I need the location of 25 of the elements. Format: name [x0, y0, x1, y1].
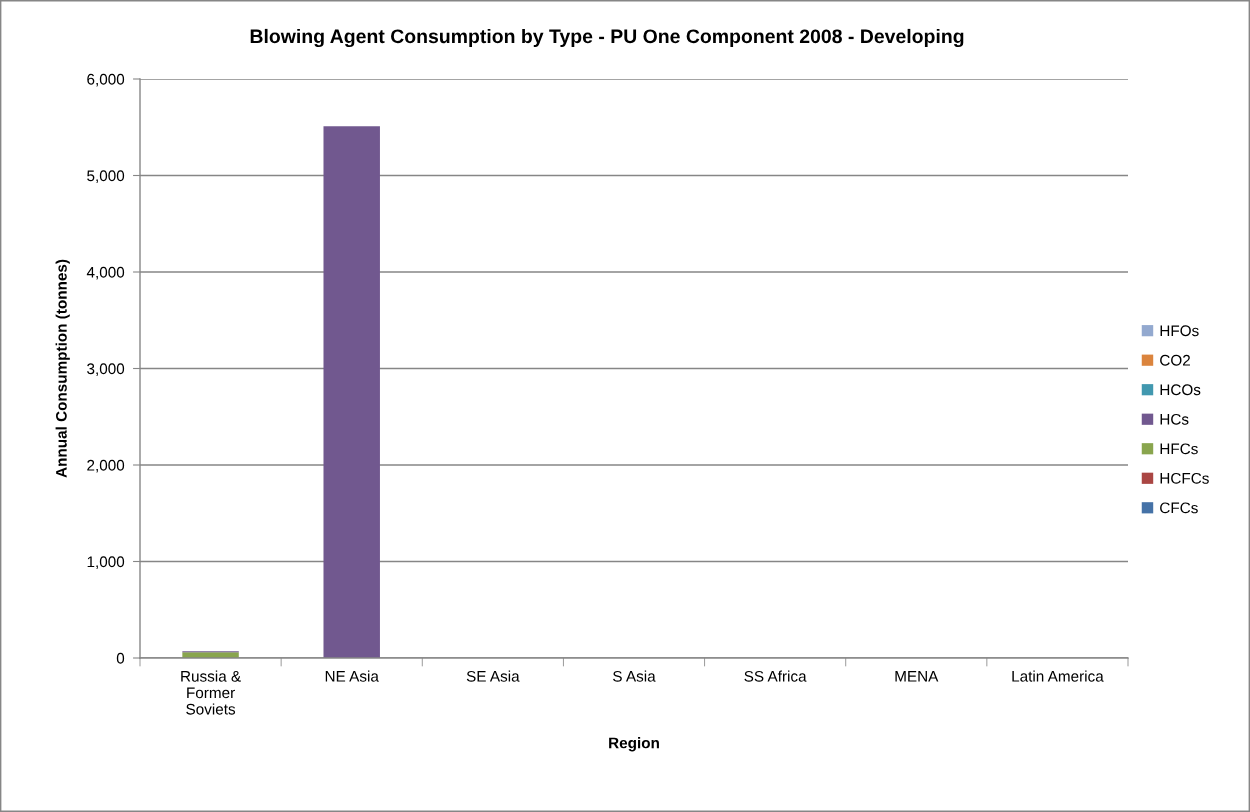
y-axis-title: Annual Consumption (tonnes) — [55, 259, 70, 478]
y-tick-label: 1,000 — [87, 556, 125, 569]
x-tick-label: NE Asia — [325, 670, 379, 682]
x-tick-label: Russia & Former Soviets — [181, 670, 241, 715]
legend-label: HCOs — [1160, 384, 1201, 396]
x-tick-label: SE Asia — [466, 670, 520, 682]
y-tick-label: 3,000 — [87, 363, 125, 376]
legend-label: HFOs — [1160, 325, 1199, 337]
x-axis-title: Region — [609, 737, 659, 752]
bar — [323, 126, 380, 658]
x-tick-label: SS Africa — [744, 670, 807, 682]
legend-label: CFCs — [1160, 502, 1198, 514]
x-tick-label: S Asia — [613, 670, 656, 682]
legend-label: HCs — [1160, 413, 1189, 425]
y-tick-label: 4,000 — [86, 266, 125, 280]
x-tick-label: MENA — [895, 671, 939, 682]
y-tick-label: 2,000 — [87, 459, 125, 473]
legend-label: HCFCs — [1160, 472, 1209, 484]
y-tick-label: 6,000 — [87, 73, 125, 87]
y-tick-label: 5,000 — [87, 170, 125, 183]
y-tick-label: 0 — [116, 652, 125, 664]
chart-title: Blowing Agent Consumption by Type - PU One Component 2008 - Developing — [250, 28, 964, 48]
legend-label: HFCs — [1160, 443, 1198, 455]
x-tick-label: Latin America — [1012, 670, 1104, 682]
legend-label: CO2 — [1160, 354, 1190, 366]
